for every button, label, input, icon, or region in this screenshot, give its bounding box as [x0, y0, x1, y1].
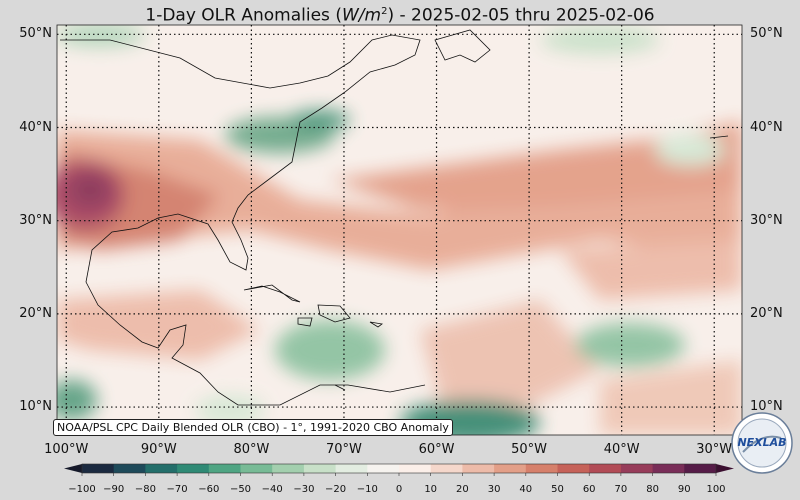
- colorbar-tick-label: 30: [487, 484, 501, 495]
- colorbar-tick-label: 20: [456, 484, 469, 495]
- colorbar-tick-label: −70: [166, 484, 188, 495]
- svg-text:NEXLAB: NEXLAB: [737, 436, 786, 449]
- colorbar-tick-label: 0: [395, 484, 403, 495]
- lat-label: 50°N: [19, 26, 52, 42]
- title-unit: W/m: [341, 5, 382, 26]
- lon-label: 60°W: [418, 442, 455, 457]
- colorbar-segment: [589, 464, 622, 473]
- colorbar-segment: [335, 464, 368, 473]
- lat-label: 30°N: [19, 212, 52, 228]
- colorbar-tick-label: −10: [356, 484, 378, 495]
- nexlab-logo: NEXLAB: [731, 412, 793, 474]
- lat-label: 10°N: [750, 399, 783, 415]
- colorbar-segment: [399, 464, 432, 473]
- colorbar-segment: [145, 464, 178, 473]
- colorbar: [64, 463, 734, 476]
- colorbar-tick-label: −60: [198, 484, 220, 495]
- colorbar-segment: [494, 464, 527, 473]
- colorbar-segment: [208, 464, 241, 473]
- colorbar-segment: [684, 464, 717, 473]
- source-note: NOAA/PSL CPC Daily Blended OLR (CBO) - 1…: [53, 419, 453, 436]
- colorbar-segment: [177, 464, 210, 473]
- colorbar-segment: [82, 464, 115, 473]
- lat-label: 10°N: [19, 399, 52, 415]
- lon-label: 50°W: [511, 442, 548, 457]
- colorbar-tick-label: 50: [551, 484, 564, 495]
- lat-label: 20°N: [750, 305, 783, 321]
- graticule: [57, 25, 742, 435]
- colorbar-segment: [462, 464, 495, 473]
- colorbar-segment: [367, 464, 400, 473]
- colorbar-min-extend: [64, 464, 82, 473]
- colorbar-tick-label: −50: [229, 484, 252, 495]
- lat-label: 20°N: [19, 305, 52, 321]
- coastlines: [60, 29, 729, 406]
- colorbar-segment: [303, 464, 337, 473]
- colorbar-tick-label: −80: [134, 484, 156, 495]
- colorbar-tick-label: 70: [614, 484, 628, 495]
- lon-label: 40°W: [603, 442, 640, 457]
- colorbar-segment: [240, 464, 273, 473]
- colorbar-segment: [525, 464, 558, 473]
- colorbar-tick-label: 10: [424, 484, 438, 495]
- lon-label: 70°W: [326, 442, 362, 457]
- colorbar-segment: [652, 464, 685, 473]
- colorbar-tick-label: −100: [68, 484, 96, 495]
- colorbar-segment: [557, 464, 590, 473]
- colorbar-tick-label: 60: [582, 484, 596, 495]
- colorbar-segment: [620, 464, 654, 473]
- colorbar-tick-label: 40: [519, 484, 533, 495]
- lon-label: 100°W: [44, 442, 89, 457]
- colorbar-segment: [272, 464, 305, 473]
- title-dates: ) - 2025-02-05 thru 2025-02-06: [387, 5, 655, 26]
- lon-label: 80°W: [233, 442, 270, 457]
- colorbar-tick-label: −90: [103, 484, 125, 495]
- lat-label: 30°N: [750, 212, 783, 228]
- colorbar-max-extend: [716, 464, 734, 473]
- title-unit-exponent: 2: [381, 6, 388, 17]
- colorbar-tick-label: −40: [261, 484, 283, 495]
- colorbar-segment: [430, 464, 463, 473]
- colorbar-tick-label: 80: [646, 484, 659, 495]
- colorbar-segment: [113, 464, 146, 473]
- colorbar-tick-label: 90: [677, 484, 691, 495]
- lat-label: 40°N: [19, 119, 52, 135]
- colorbar-tick-label: −30: [293, 484, 315, 495]
- colorbar-tick-label: −20: [325, 484, 347, 495]
- anomaly-field: [57, 25, 742, 435]
- title-text: 1-Day OLR Anomalies (: [145, 5, 342, 26]
- lat-label: 50°N: [750, 26, 783, 42]
- colorbar-tick-label: 100: [706, 484, 726, 495]
- lon-label: 30°W: [696, 442, 733, 457]
- lat-label: 40°N: [750, 119, 783, 135]
- lon-label: 90°W: [140, 442, 177, 457]
- map-title: 1-Day OLR Anomalies (W/m2) - 2025-02-05 …: [0, 0, 800, 28]
